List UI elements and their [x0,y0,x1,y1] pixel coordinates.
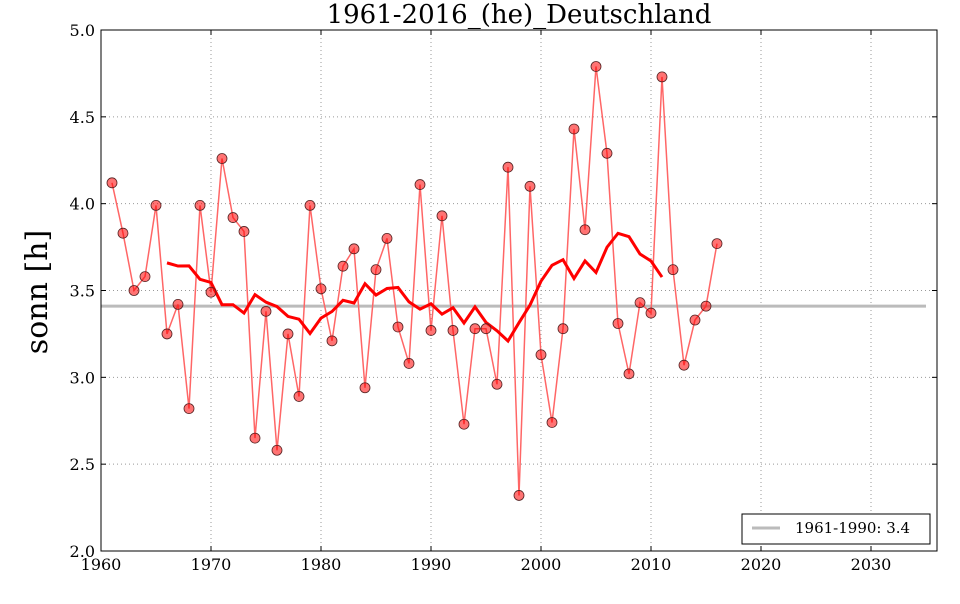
data-point [194,200,206,211]
x-tick-label: 1980 [301,555,342,574]
data-point [535,349,547,361]
data-point [381,232,393,244]
data-point [491,378,503,390]
data-point [513,490,525,501]
data-point [480,323,492,335]
data-point [128,285,140,296]
data-point [183,403,195,414]
y-axis-label: sonn [h] [20,230,55,354]
y-tick-label: 3.5 [70,282,95,301]
data-point [447,325,459,336]
moving-average-line [166,231,664,344]
data-point [601,147,613,159]
plot-frame [100,29,938,552]
x-tick-label: 2020 [741,555,782,574]
data-point [546,417,558,428]
data-point [414,179,426,190]
data-point [689,314,701,326]
data-point [667,264,679,276]
y-tick-label: 2.5 [70,455,95,474]
data-point [293,391,305,402]
data-point [403,358,415,369]
data-point [117,227,129,239]
data-point [304,200,316,211]
data-point [568,123,580,135]
data-point [425,325,437,336]
data-point [370,264,382,276]
data-point [216,153,228,164]
data-point [337,260,349,272]
y-tick-label: 2.0 [70,542,95,561]
data-point [271,444,283,456]
data-point [227,212,239,223]
data-point [711,238,723,250]
data-point [656,71,668,83]
data-point [645,307,657,319]
data-point [326,335,338,347]
data-point [106,177,118,189]
data-point [161,328,173,340]
data-point [282,328,294,340]
data-point [524,180,536,192]
data-point [458,418,470,430]
y-tick-label: 5.0 [70,21,95,40]
data-point [150,200,162,211]
legend: 1961-1990: 3.4 [741,513,931,545]
data-point [139,271,151,283]
data-point [249,432,261,444]
data-point [315,283,327,295]
marks [101,61,926,501]
data-point [700,300,712,312]
data-point [634,297,646,309]
data-point [502,161,514,173]
data-point [172,298,184,310]
x-tick-label: 2030 [851,555,892,574]
annual-line [111,66,718,496]
data-point [612,318,624,329]
data-point [392,321,404,333]
data-point [238,226,250,237]
data-point [348,243,360,255]
data-point [260,305,272,317]
data-point [557,323,569,335]
x-tick-label: 2010 [631,555,672,574]
x-tick-label: 2000 [521,555,562,574]
chart-title: 1961-2016_(he)_Deutschland [327,0,712,30]
legend-label: 1961-1990: 3.4 [795,519,910,537]
ticks: 1960 1970 1980 1990 2000 2010 2020 2030 2.0 2.5 3.… [70,21,937,574]
data-point [579,224,591,236]
data-point [205,286,217,298]
x-tick-label: 1990 [411,555,452,574]
data-point [469,323,481,335]
data-point [678,359,690,371]
y-tick-label: 3.0 [70,368,95,387]
y-tick-label: 4.5 [70,108,95,127]
grid [100,29,937,552]
x-tick-label: 1960 [81,555,122,574]
x-tick-label: 1970 [191,555,232,574]
data-point [359,382,371,394]
data-point [590,61,602,72]
data-point [436,210,448,222]
data-point [623,368,635,380]
y-tick-label: 4.0 [70,195,95,214]
